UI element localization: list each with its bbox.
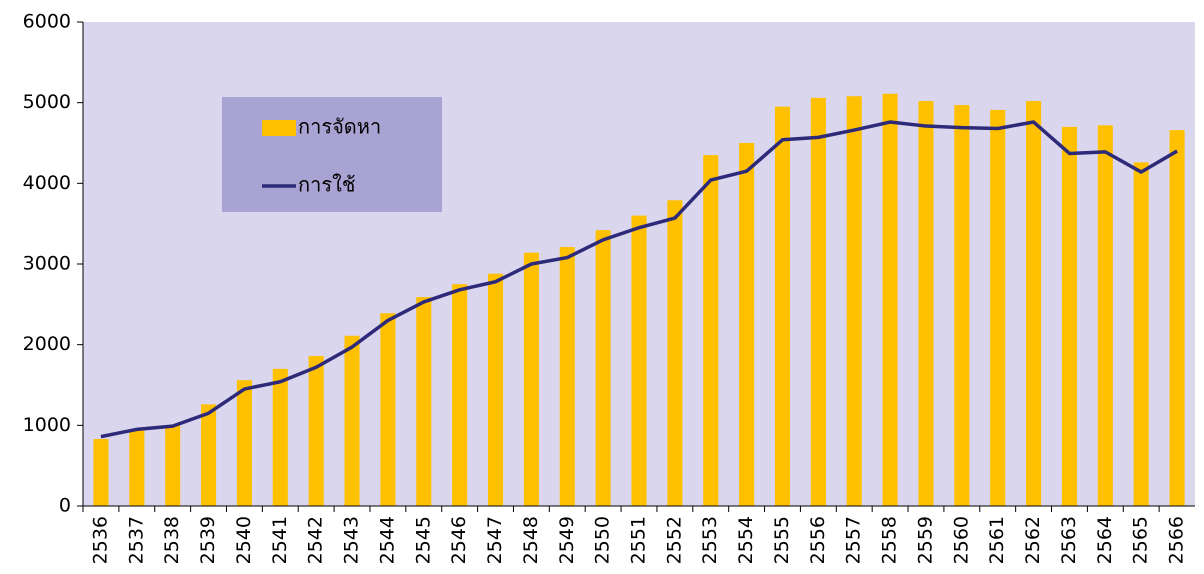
x-tick-label: 2553 [699, 516, 721, 564]
bar [774, 106, 791, 506]
bar [882, 93, 898, 506]
x-tick-label: 2547 [484, 516, 506, 564]
x-tick-label: 2545 [412, 516, 434, 564]
x-tick-label: 2562 [1022, 516, 1044, 564]
bar [739, 143, 755, 506]
bar [344, 335, 360, 506]
bar [93, 439, 109, 506]
x-tick-label: 2537 [125, 516, 147, 564]
bar [1061, 126, 1077, 506]
bar [1026, 101, 1042, 506]
y-tick-label: 3000 [23, 253, 71, 275]
x-tick-label: 2552 [663, 516, 685, 564]
x-tick-label: 2536 [89, 516, 111, 564]
y-tick-label: 6000 [23, 11, 71, 33]
x-tick-label: 2540 [233, 516, 255, 564]
line [100, 120, 1178, 439]
bar [810, 97, 826, 507]
bar [416, 297, 432, 506]
y-tick-label: 4000 [23, 172, 71, 194]
legend-swatch [262, 120, 296, 136]
x-tick-label: 2563 [1058, 516, 1080, 564]
x-tick-label: 2546 [448, 516, 470, 564]
x-tick-label: 2538 [161, 516, 183, 564]
bar [1133, 162, 1149, 507]
legend-label: การใช้ [298, 173, 355, 197]
bar [846, 96, 862, 507]
x-tick-label: 2541 [269, 516, 291, 564]
bar [129, 430, 145, 506]
x-tick-label: 2539 [197, 516, 219, 564]
bar [631, 215, 647, 506]
x-tick-label: 2550 [592, 516, 614, 564]
x-tick-label: 2564 [1094, 516, 1116, 564]
bar [595, 230, 611, 506]
bar [452, 284, 468, 506]
x-tick-label: 2543 [341, 516, 363, 564]
legend-box [222, 97, 442, 212]
x-tick-label: 2542 [305, 516, 327, 564]
bar [954, 105, 970, 506]
x-tick-label: 2544 [376, 516, 398, 564]
bar [380, 313, 396, 506]
bar [165, 425, 181, 506]
bar [308, 355, 324, 506]
bar [201, 404, 217, 506]
bar [667, 200, 683, 507]
x-tick-label: 2561 [986, 516, 1008, 564]
legend-label: การจัดหา [298, 115, 381, 139]
x-tick-label: 2549 [556, 516, 578, 564]
x-tick-label: 2560 [950, 516, 972, 564]
x-tick-label: 2554 [735, 516, 757, 564]
x-tick-label: 2556 [807, 516, 829, 564]
bar [1169, 130, 1185, 507]
x-tick-label: 2566 [1166, 516, 1188, 564]
bar [523, 252, 539, 506]
bar [1097, 125, 1113, 507]
x-tick-label: 2565 [1130, 516, 1152, 564]
x-tick-label: 2557 [843, 516, 865, 564]
bar [487, 273, 504, 506]
bar [236, 380, 252, 506]
x-tick-label: 2555 [771, 516, 793, 564]
bar [918, 101, 934, 506]
x-tick-label: 2551 [628, 516, 650, 564]
bar [703, 155, 719, 506]
bar [272, 368, 288, 506]
y-tick-label: 2000 [23, 333, 71, 355]
y-tick-label: 0 [59, 495, 71, 517]
bar [990, 109, 1006, 506]
x-tick-label: 2548 [520, 516, 542, 564]
bar [559, 247, 575, 506]
x-tick-label: 2558 [879, 516, 901, 564]
y-tick-label: 1000 [23, 414, 71, 436]
y-tick-label: 5000 [23, 91, 71, 113]
x-tick-label: 2559 [914, 516, 936, 564]
